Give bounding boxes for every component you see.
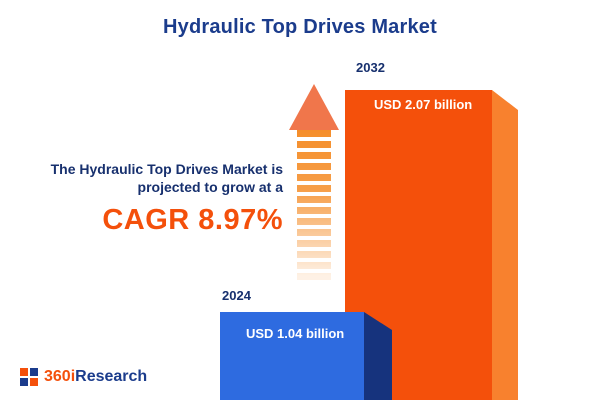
logo-grid-icon bbox=[20, 368, 38, 386]
logo-square-orange-1 bbox=[20, 368, 28, 376]
growth-arrow bbox=[289, 84, 339, 284]
annotation-block: The Hydraulic Top Drives Market is proje… bbox=[20, 160, 283, 237]
logo-square-navy-2 bbox=[20, 378, 28, 386]
logo-square-navy-1 bbox=[30, 368, 38, 376]
logo-square-orange-2 bbox=[30, 378, 38, 386]
logo-text: 360iResearch bbox=[44, 368, 147, 386]
arrow-shaft bbox=[297, 130, 331, 282]
logo-text-research: Research bbox=[75, 368, 148, 385]
annotation-line2: projected to grow at a bbox=[137, 179, 283, 195]
annotation-line1: The Hydraulic Top Drives Market is bbox=[50, 161, 283, 177]
bar-2024-front bbox=[220, 312, 364, 400]
bar-2032-value-label: USD 2.07 billion bbox=[374, 97, 473, 112]
logo-text-360i: 360i bbox=[44, 368, 76, 385]
arrow-up-icon bbox=[289, 84, 339, 130]
page-title: Hydraulic Top Drives Market bbox=[162, 16, 437, 38]
bar-2024-value-label: USD 1.04 billion bbox=[246, 326, 345, 341]
cagr-text: CAGR 8.97% bbox=[102, 204, 283, 236]
bar-2032-side bbox=[492, 90, 518, 400]
bar-2024-year-label: 2024 bbox=[222, 288, 251, 303]
bar-2032-year-label: 2032 bbox=[356, 60, 385, 75]
logo: 360iResearch bbox=[20, 368, 147, 386]
